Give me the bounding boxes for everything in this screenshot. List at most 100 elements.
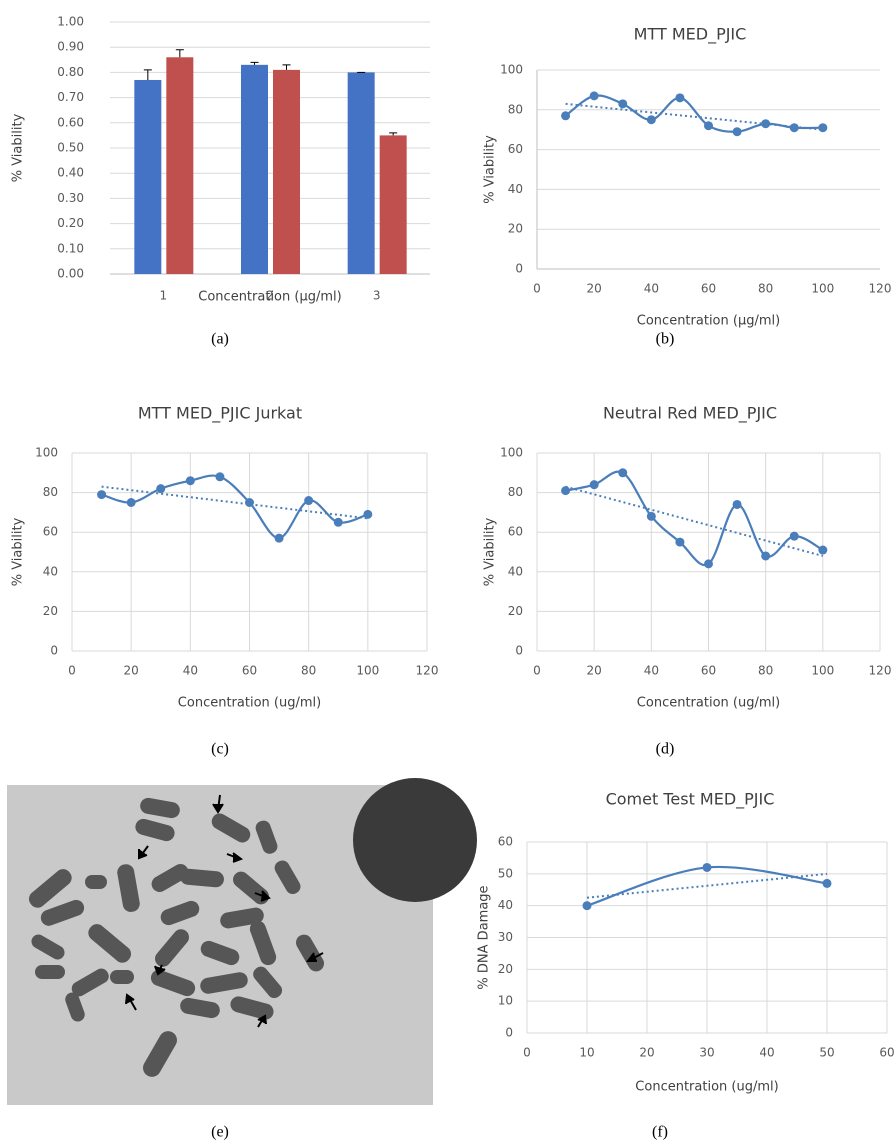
caption: (e) — [211, 1124, 229, 1141]
y-tick-label: 40 — [498, 898, 513, 912]
y-tick-label: 20 — [508, 222, 523, 236]
y-tick-label: 20 — [498, 962, 513, 976]
caption: (a) — [211, 331, 229, 348]
marker — [818, 123, 828, 133]
line — [564, 94, 823, 133]
x-tick-label: 80 — [301, 664, 316, 678]
y-tick-label: 60 — [508, 142, 523, 156]
x-tick-label: 60 — [701, 664, 716, 678]
x-tick-label: 3 — [373, 289, 381, 303]
y-tick-label: 0.90 — [57, 40, 84, 54]
y-axis-label: % Viability — [11, 113, 26, 182]
marker — [589, 480, 599, 490]
x-tick-label: 80 — [758, 664, 773, 678]
y-tick-label: 60 — [498, 835, 513, 849]
y-tick-label: 60 — [508, 525, 523, 539]
y-tick-label: 0 — [515, 644, 523, 658]
marker — [789, 123, 799, 133]
y-tick-label: 100 — [35, 446, 58, 460]
marker — [245, 498, 254, 507]
marker — [702, 862, 712, 872]
marker — [646, 511, 656, 521]
error-bar — [250, 61, 259, 65]
y-tick-label: 0 — [505, 1026, 513, 1040]
marker — [363, 509, 373, 519]
y-tick-label: 0.80 — [57, 65, 84, 79]
bar — [166, 57, 194, 274]
x-tick-label: 50 — [819, 1046, 834, 1060]
marker — [761, 119, 771, 129]
y-tick-label: 40 — [508, 564, 523, 578]
line — [565, 470, 824, 567]
marker — [704, 559, 713, 569]
y-tick-label: 80 — [508, 485, 523, 499]
x-tick-label: 0 — [523, 1046, 531, 1060]
y-tick-label: 40 — [43, 564, 58, 578]
marker — [274, 533, 284, 543]
y-tick-label: 40 — [508, 182, 523, 196]
marker — [582, 901, 592, 911]
y-tick-label: 80 — [508, 102, 523, 116]
y-tick-label: 1.00 — [57, 15, 84, 29]
y-tick-label: 0.60 — [57, 115, 84, 129]
bar — [134, 79, 162, 275]
x-tick-label: 0 — [533, 664, 541, 678]
x-tick-label: 100 — [811, 664, 834, 678]
y-tick-label: 30 — [498, 930, 513, 944]
caption: (b) — [656, 331, 675, 348]
x-tick-label: 20 — [587, 664, 602, 678]
chart-title: MTT MED_PJIC — [634, 25, 747, 45]
marker — [589, 91, 599, 101]
x-tick-label: 20 — [124, 664, 139, 678]
y-tick-label: 0.30 — [57, 191, 84, 205]
error-bar — [143, 69, 152, 80]
x-axis-label: Concentration (µg/ml) — [198, 290, 341, 305]
x-tick-label: 100 — [356, 664, 379, 678]
micrograph — [7, 778, 477, 1105]
marker — [732, 499, 742, 509]
marker — [156, 484, 166, 494]
trendline — [565, 485, 824, 557]
x-axis-label: Concentration (ug/ml) — [637, 696, 780, 711]
y-axis-label: % Viability — [483, 517, 498, 586]
caption: (f) — [652, 1124, 668, 1141]
x-tick-label: 40 — [759, 1046, 774, 1060]
y-tick-label: 0.50 — [57, 141, 84, 155]
x-tick-label: 60 — [242, 664, 257, 678]
y-axis-label: % DNA Damage — [477, 885, 492, 989]
y-tick-label: 0 — [515, 262, 523, 276]
marker — [704, 121, 713, 131]
x-tick-label: 2 — [266, 289, 274, 303]
x-tick-label: 40 — [644, 664, 659, 678]
marker — [646, 115, 656, 125]
x-axis-label: Concentration (ug/ml) — [635, 1080, 778, 1095]
y-tick-label: 50 — [498, 866, 513, 880]
x-tick-label: 100 — [811, 282, 834, 296]
chart-title: Neutral Red MED_PJIC — [603, 404, 777, 424]
marker — [822, 878, 832, 888]
x-tick-label: 0 — [68, 664, 76, 678]
x-tick-label: 60 — [701, 282, 716, 296]
y-tick-label: 0 — [50, 644, 58, 658]
x-tick-label: 10 — [579, 1046, 594, 1060]
y-tick-label: 0.10 — [57, 241, 84, 255]
y-tick-label: 0.70 — [57, 90, 84, 104]
marker — [561, 111, 571, 121]
marker — [818, 545, 828, 555]
marker — [732, 127, 742, 137]
y-tick-label: 0.20 — [57, 216, 84, 230]
error-bar — [175, 49, 184, 58]
bar — [347, 72, 375, 275]
caption: (d) — [656, 741, 675, 758]
marker — [561, 486, 571, 496]
marker — [618, 468, 628, 478]
x-axis-label: Concentration (ug/ml) — [178, 696, 321, 711]
y-tick-label: 100 — [500, 446, 523, 460]
marker — [333, 517, 343, 527]
x-tick-label: 40 — [644, 282, 659, 296]
x-tick-label: 30 — [699, 1046, 714, 1060]
marker — [185, 476, 195, 486]
marker — [97, 490, 107, 500]
marker — [675, 93, 685, 103]
